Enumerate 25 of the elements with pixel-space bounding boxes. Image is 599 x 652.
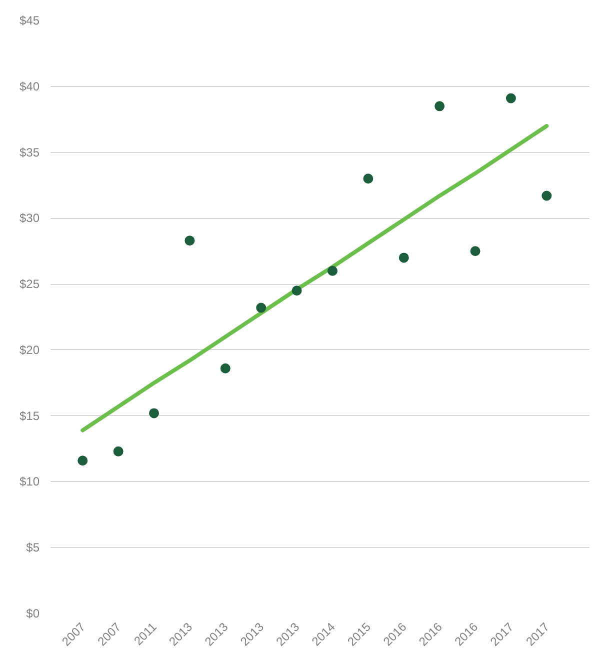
point xyxy=(542,190,552,201)
point xyxy=(398,252,409,263)
point xyxy=(184,236,195,246)
y-tick-label: $25 xyxy=(19,277,40,292)
y-tick-label: $35 xyxy=(19,145,40,160)
point xyxy=(256,302,266,313)
y-tick-label: $10 xyxy=(19,474,40,489)
y-tick-label: $0 xyxy=(26,606,40,620)
point xyxy=(506,93,516,104)
point xyxy=(292,286,302,296)
point xyxy=(78,456,88,466)
y-tick-label: $30 xyxy=(19,211,40,226)
point xyxy=(220,363,230,374)
point xyxy=(434,101,445,112)
point xyxy=(149,408,160,418)
point xyxy=(327,266,338,276)
y-tick-label: $40 xyxy=(19,79,40,94)
line-series xyxy=(80,124,549,432)
y-tick-label: $15 xyxy=(19,408,40,423)
y-tick-label: $20 xyxy=(19,342,40,357)
y-tick-label: $5 xyxy=(26,540,40,555)
point xyxy=(363,174,374,184)
y-tick-label: $45 xyxy=(19,14,40,28)
point xyxy=(113,446,124,456)
point xyxy=(470,246,480,256)
